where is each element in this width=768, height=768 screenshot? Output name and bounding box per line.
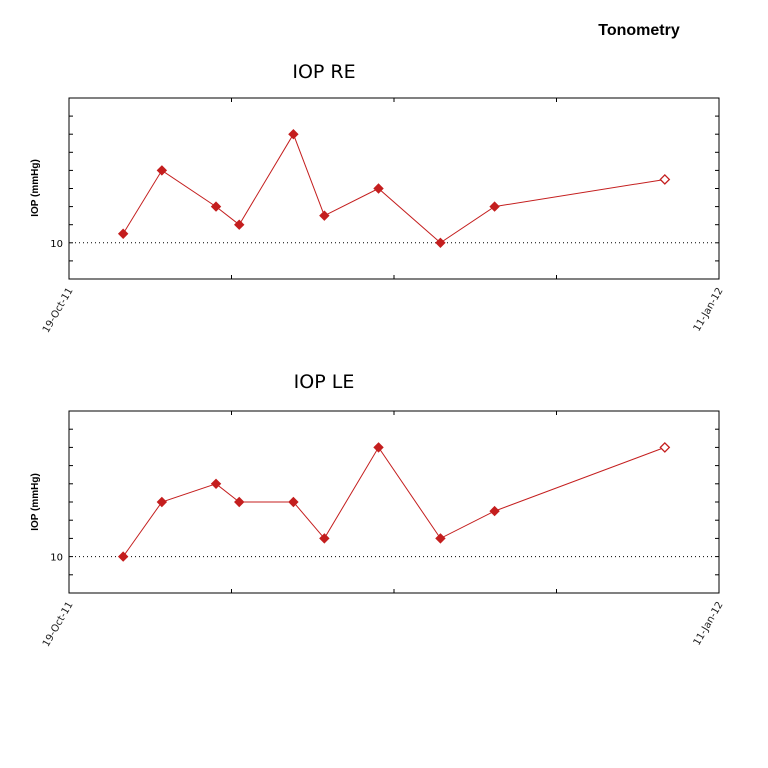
x-tick-label: 11-Jan-12 bbox=[692, 286, 726, 334]
series-line bbox=[122, 133, 665, 244]
data-point bbox=[210, 201, 222, 212]
data-point bbox=[319, 533, 330, 544]
data-point bbox=[489, 505, 500, 517]
data-point bbox=[234, 496, 245, 508]
iop-le-chart: IOP LE IOP (mmHg) 10 19-Oct-11 11-Jan-12 bbox=[30, 371, 726, 649]
data-point bbox=[435, 237, 446, 249]
data-point bbox=[117, 551, 129, 562]
data-point bbox=[319, 210, 330, 221]
page-title: Tonometry bbox=[598, 22, 680, 39]
reference-line-label: 10 bbox=[50, 239, 63, 250]
data-point bbox=[435, 533, 446, 544]
y-axis-label: IOP (mmHg) bbox=[30, 473, 41, 531]
y-axis-label: IOP (mmHg) bbox=[30, 159, 41, 217]
x-tick-label: 19-Oct-11 bbox=[41, 600, 76, 649]
plot-frame bbox=[68, 97, 720, 280]
data-point bbox=[156, 496, 168, 508]
data-point bbox=[373, 442, 384, 453]
data-point bbox=[117, 228, 129, 239]
data-point bbox=[373, 183, 384, 194]
chart-title: IOP RE bbox=[292, 61, 355, 83]
x-tick-label: 11-Jan-12 bbox=[692, 600, 726, 648]
chart-title: IOP LE bbox=[294, 371, 355, 393]
iop-re-chart: IOP RE IOP (mmHg) 10 19-Oct-11 11-Jan-12 bbox=[30, 61, 726, 335]
reference-line-label: 10 bbox=[50, 553, 63, 564]
data-point bbox=[288, 128, 299, 140]
data-point bbox=[288, 496, 299, 508]
data-point bbox=[210, 478, 222, 490]
data-point bbox=[234, 219, 245, 230]
data-point bbox=[659, 174, 671, 185]
data-point bbox=[156, 165, 168, 176]
data-point bbox=[659, 441, 671, 453]
data-point bbox=[489, 201, 500, 212]
x-tick-label: 19-Oct-11 bbox=[41, 286, 76, 335]
series-line bbox=[122, 446, 666, 557]
